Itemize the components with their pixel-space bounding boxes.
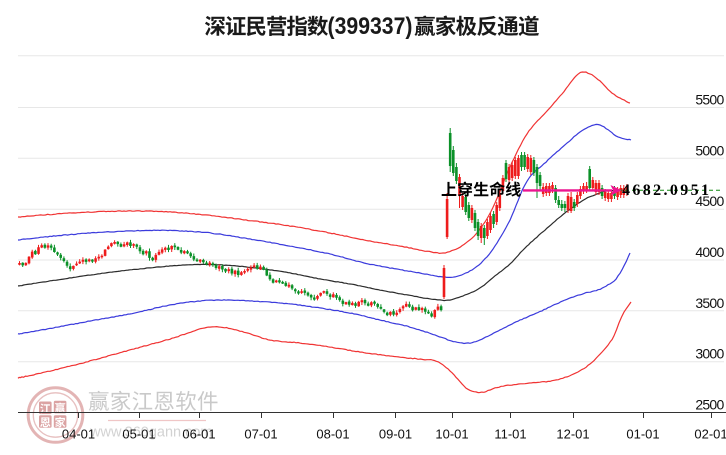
- svg-text:4682.0951: 4682.0951: [622, 182, 709, 199]
- svg-text:02-01: 02-01: [694, 427, 726, 442]
- svg-text:10-01: 10-01: [435, 427, 468, 442]
- svg-text:www.360gann.com: www.360gann.com: [89, 425, 213, 441]
- svg-text:2500: 2500: [695, 397, 724, 413]
- svg-text:4000: 4000: [695, 244, 724, 260]
- svg-text:12-01: 12-01: [556, 427, 589, 442]
- svg-text:09-01: 09-01: [379, 427, 412, 442]
- svg-text:4500: 4500: [695, 193, 724, 209]
- svg-text:05-01: 05-01: [122, 427, 155, 442]
- svg-text:3000: 3000: [695, 346, 724, 362]
- svg-text:3500: 3500: [695, 295, 724, 311]
- svg-text:(399337): (399337): [328, 13, 413, 40]
- svg-text:04-01: 04-01: [62, 427, 95, 442]
- svg-text:5000: 5000: [695, 142, 724, 158]
- svg-text:07-01: 07-01: [244, 427, 277, 442]
- svg-text:06-01: 06-01: [182, 427, 215, 442]
- svg-text:08-01: 08-01: [316, 427, 349, 442]
- svg-text:5500: 5500: [695, 92, 724, 108]
- svg-text:11-01: 11-01: [494, 427, 526, 442]
- svg-text:01-01: 01-01: [626, 427, 659, 442]
